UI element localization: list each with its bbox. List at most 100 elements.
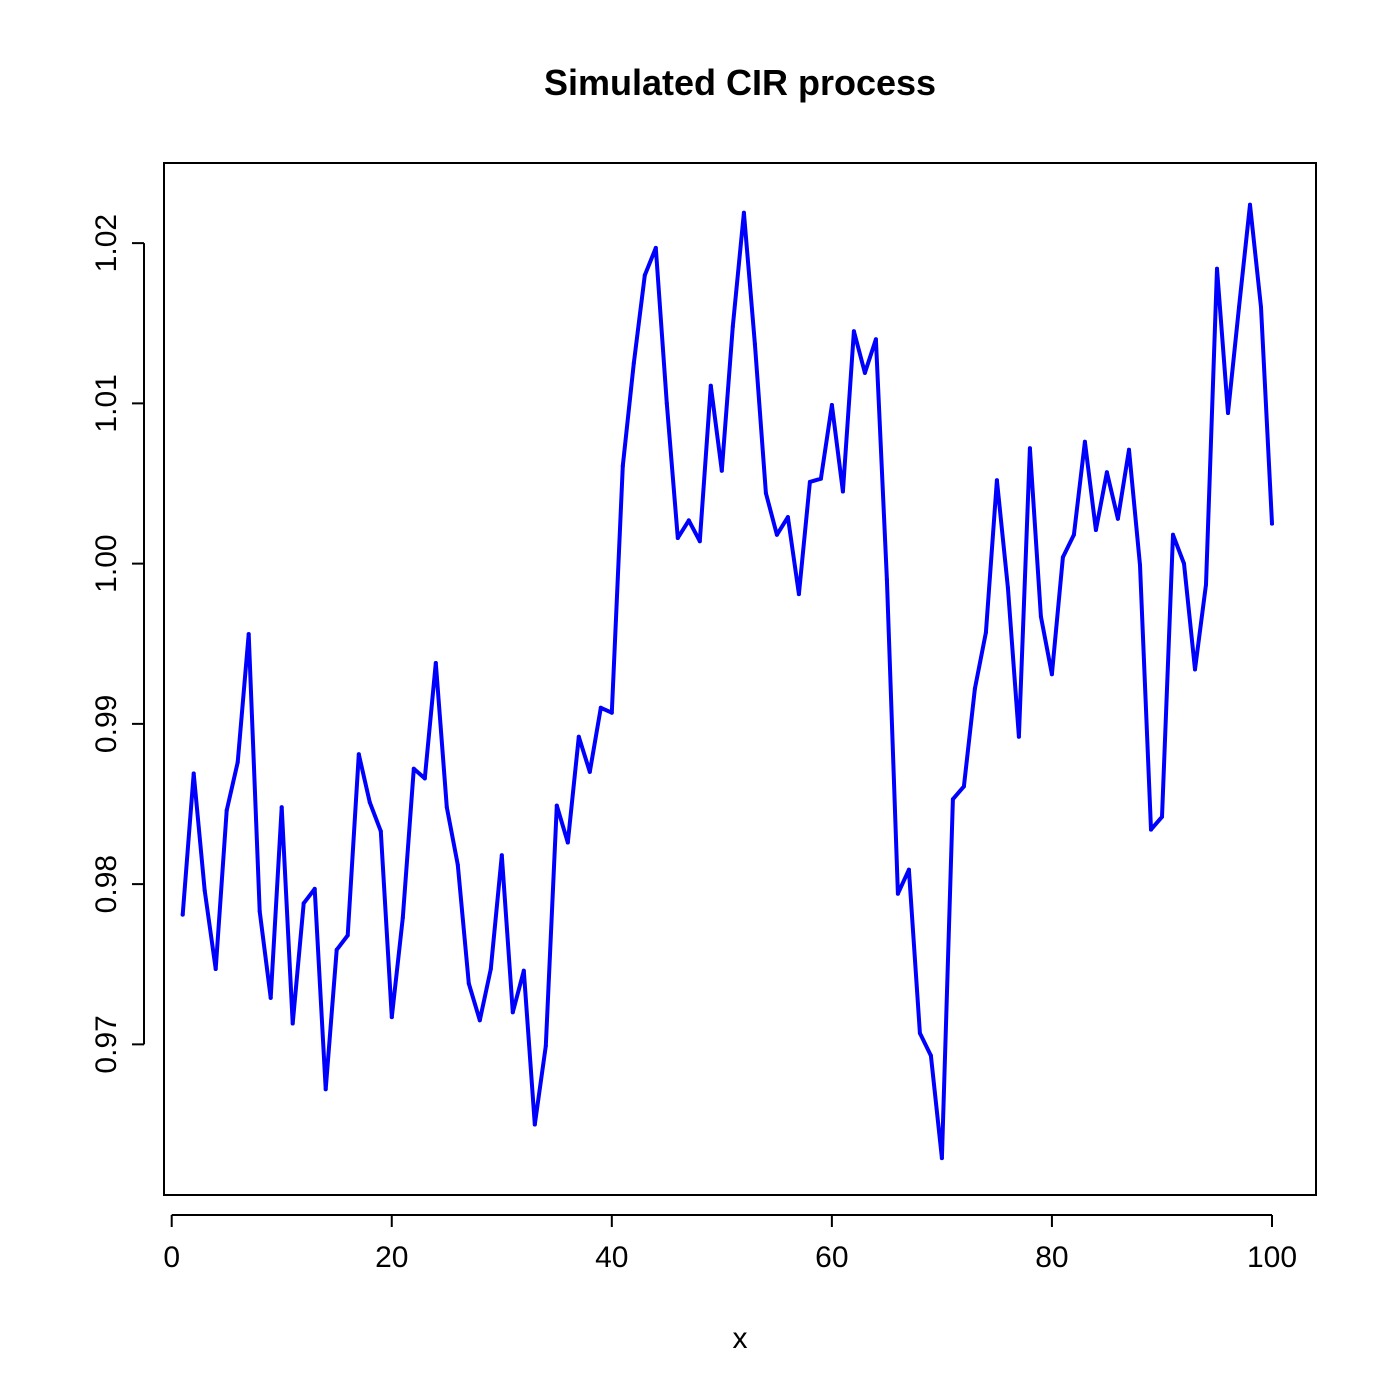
data-point	[521, 968, 526, 973]
x-tick-label: 60	[815, 1241, 848, 1274]
data-point	[301, 901, 306, 906]
x-tick-label: 0	[163, 1241, 180, 1274]
data-point	[972, 686, 977, 691]
data-point	[1027, 446, 1032, 451]
data-point	[202, 888, 207, 893]
data-point	[565, 840, 570, 845]
data-point	[1016, 734, 1021, 739]
data-point	[1138, 563, 1142, 568]
data-point	[1093, 528, 1098, 532]
data-point	[950, 797, 955, 802]
data-point	[928, 1053, 933, 1058]
data-point	[345, 933, 350, 938]
data-point	[994, 478, 999, 483]
y-tick-label: 1.00	[90, 534, 123, 592]
x-tick-label: 80	[1035, 1241, 1068, 1274]
data-point	[235, 760, 240, 765]
data-point	[466, 981, 471, 986]
x-tick-label: 40	[595, 1241, 628, 1274]
data-points	[180, 202, 1274, 1161]
data-point	[609, 710, 614, 715]
data-point	[1104, 470, 1109, 475]
data-point	[741, 210, 746, 215]
data-point	[719, 468, 724, 473]
data-point	[1182, 561, 1186, 566]
data-point	[620, 463, 625, 468]
x-axis-label: x	[733, 1322, 748, 1355]
data-point	[1160, 814, 1164, 819]
data-point	[1226, 411, 1230, 415]
data-point	[488, 967, 493, 971]
data-point	[1193, 667, 1197, 672]
data-point	[1038, 614, 1043, 619]
data-point	[1127, 447, 1131, 452]
data-point	[422, 776, 427, 781]
data-point	[1071, 532, 1076, 537]
data-point	[840, 489, 845, 494]
data-point	[774, 532, 779, 537]
data-point	[917, 1031, 922, 1036]
data-point	[983, 630, 988, 635]
data-point	[411, 766, 416, 771]
data-point	[543, 1044, 548, 1048]
data-point	[356, 752, 361, 757]
data-point	[477, 1018, 482, 1023]
data-point	[1060, 555, 1065, 560]
data-point	[895, 891, 900, 896]
data-point	[818, 476, 823, 481]
data-point	[1248, 202, 1252, 207]
data-point	[1204, 582, 1208, 587]
data-point	[1270, 521, 1274, 526]
x-axis: 0 20 40 60 80 100	[163, 1214, 1297, 1274]
data-point	[873, 337, 878, 342]
data-point	[1082, 439, 1087, 444]
data-point	[906, 867, 911, 872]
data-point	[829, 403, 834, 407]
data-point	[851, 329, 856, 334]
data-point	[279, 805, 284, 810]
data-point	[312, 886, 317, 891]
data-point	[1215, 266, 1219, 271]
data-point	[191, 771, 196, 776]
y-tick-label: 0.98	[90, 855, 123, 913]
data-point	[708, 383, 713, 388]
data-point	[1149, 827, 1153, 832]
x-tick-label: 20	[375, 1241, 408, 1274]
y-tick-label: 0.97	[90, 1015, 123, 1073]
data-point	[323, 1087, 328, 1092]
series-line	[180, 202, 1274, 1161]
data-point	[378, 829, 383, 834]
data-point	[455, 862, 460, 867]
data-point	[785, 515, 790, 520]
data-point	[213, 967, 218, 971]
data-point	[499, 853, 504, 858]
data-point	[1115, 516, 1120, 521]
data-point	[730, 324, 735, 329]
data-point	[367, 800, 372, 805]
data-point	[686, 518, 691, 523]
data-point	[444, 805, 449, 810]
data-point	[631, 361, 636, 366]
data-point	[675, 536, 680, 540]
data-point	[290, 1021, 295, 1026]
data-point	[532, 1122, 537, 1127]
x-tick-label: 100	[1247, 1241, 1297, 1274]
data-point	[400, 915, 405, 920]
data-point	[653, 245, 658, 250]
data-point	[433, 661, 438, 665]
data-point	[763, 491, 768, 496]
data-point	[598, 705, 603, 710]
data-point	[1237, 305, 1241, 310]
data-point	[1049, 672, 1054, 677]
data-point	[268, 995, 273, 1000]
y-tick-label: 0.99	[90, 695, 123, 753]
data-point	[664, 401, 669, 406]
data-point	[1171, 532, 1175, 537]
data-point	[554, 803, 559, 808]
data-point	[807, 479, 812, 484]
data-point	[510, 1010, 515, 1015]
data-point	[389, 1015, 394, 1020]
data-point	[796, 592, 801, 597]
data-point	[752, 342, 757, 347]
